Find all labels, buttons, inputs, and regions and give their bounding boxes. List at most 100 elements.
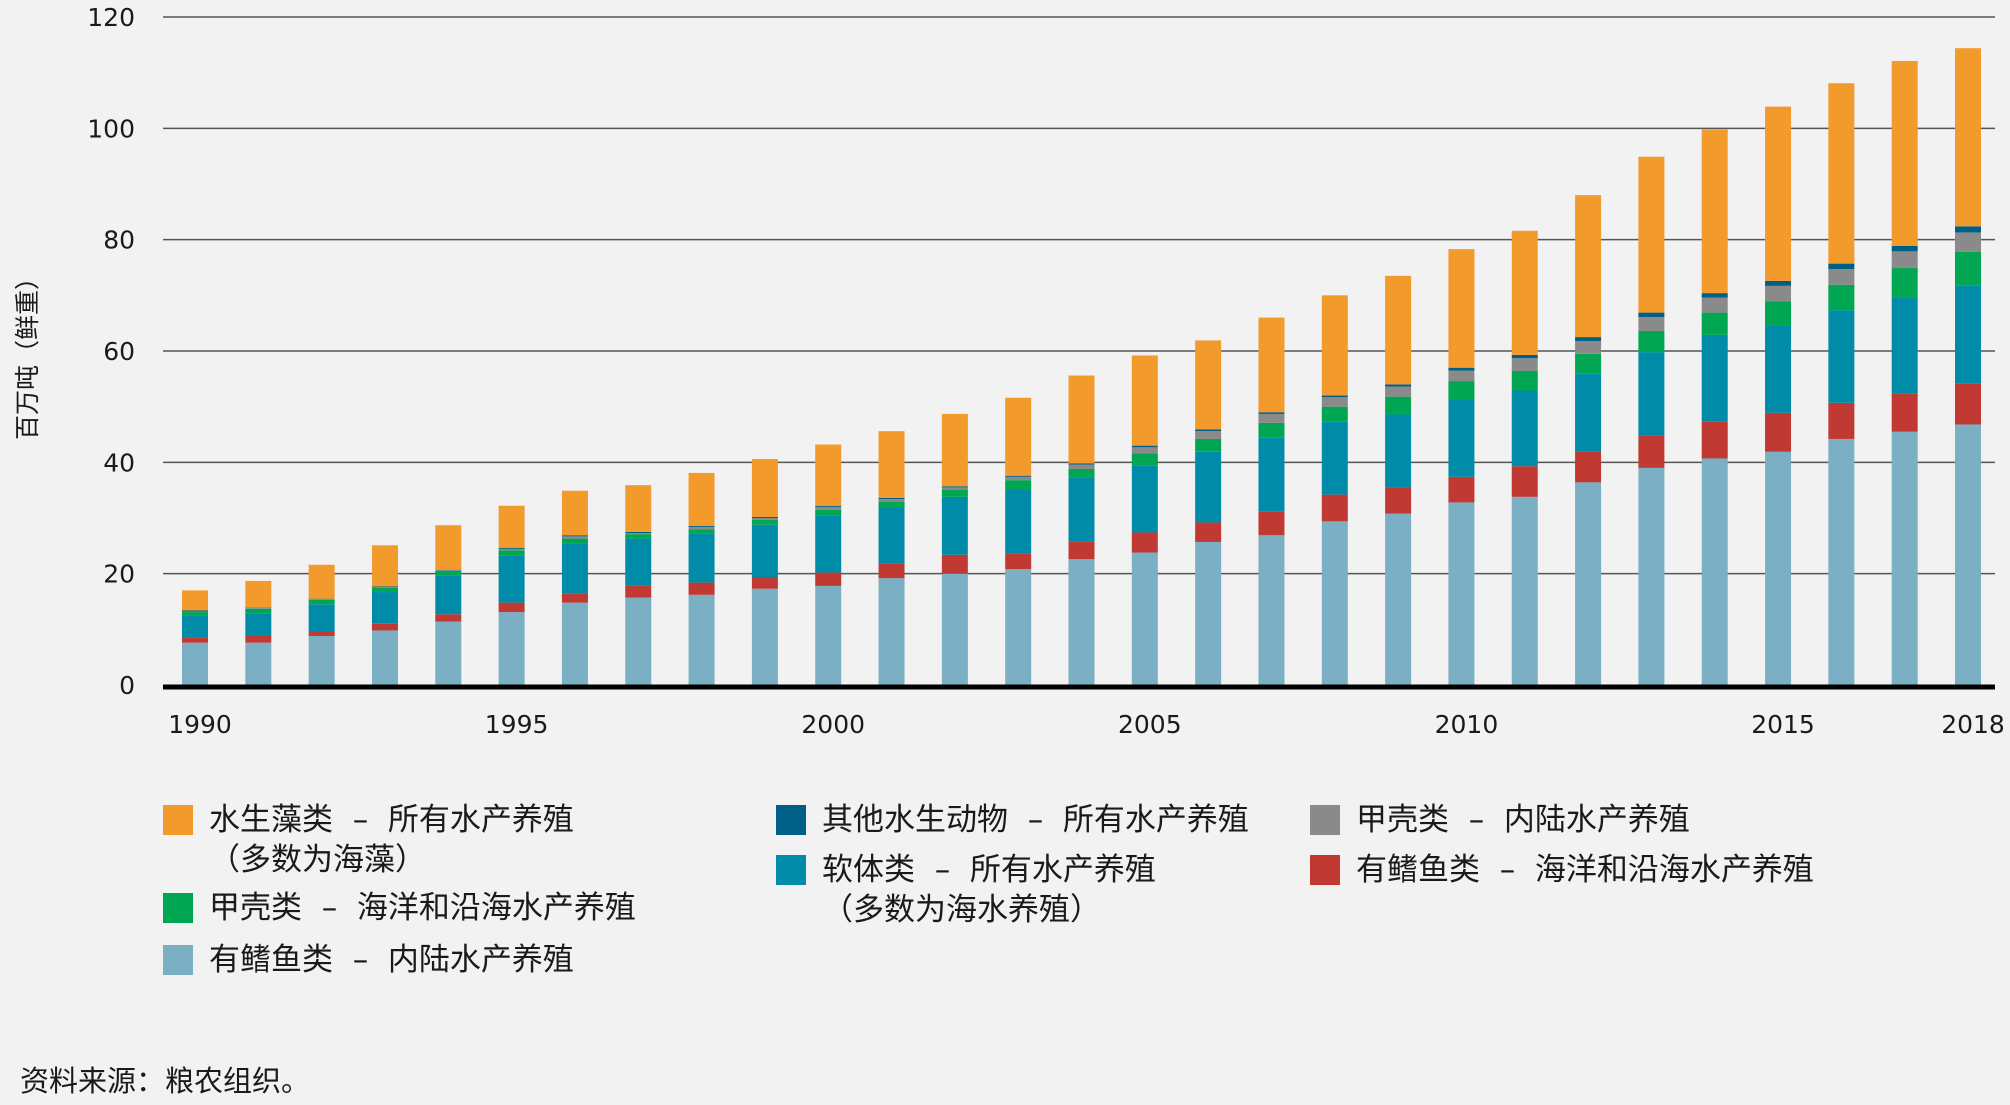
bar-segment: [688, 582, 715, 595]
x-tick-label: 2010: [1435, 710, 1499, 739]
y-tick-label: 20: [103, 560, 135, 589]
bar-segment: [308, 564, 335, 599]
bar-segment: [625, 538, 652, 586]
bar-segment: [688, 529, 715, 534]
bar-segment: [182, 611, 208, 613]
bar-segment: [1448, 381, 1475, 400]
bar-segment: [1575, 373, 1602, 452]
bar-segment: [1955, 226, 1981, 233]
bar-segment: [625, 531, 652, 534]
bar-stack-1998: [688, 472, 715, 685]
bar-segment: [1005, 569, 1032, 685]
bar-segment: [941, 487, 968, 490]
bar-stack-1992: [308, 564, 335, 685]
bar-segment: [1891, 245, 1918, 252]
x-tick-label: 2015: [1751, 710, 1815, 739]
bar-segment: [371, 586, 398, 588]
legend-label: 甲壳类 – 海洋和沿海水产养殖: [209, 890, 636, 926]
bar-segment: [751, 524, 778, 578]
bar-stack-1993: [371, 545, 398, 685]
bar-segment: [561, 593, 588, 603]
bar-segment: [1701, 334, 1728, 422]
bar-segment: [561, 535, 588, 537]
bar-segment: [941, 486, 968, 488]
bar-segment: [1828, 263, 1855, 270]
bar-segment: [1005, 475, 1032, 477]
bar-segment: [1828, 402, 1855, 439]
bar-segment: [1385, 386, 1412, 397]
bar-segment: [625, 597, 652, 685]
bar-segment: [1068, 375, 1095, 464]
bar-segment: [1765, 412, 1792, 452]
bar-segment: [941, 489, 968, 497]
bar-segment: [815, 585, 842, 685]
bar-segment: [1511, 371, 1538, 391]
bar-segment: [1131, 447, 1158, 454]
bar-segment: [1765, 451, 1792, 685]
legend-label: 有鳍鱼类 – 内陆水产养殖: [209, 942, 574, 978]
x-tick-labels: 1990 1995 2000 2005 2010 2015 2018: [168, 710, 2005, 739]
bar-segment: [1638, 156, 1665, 313]
bar-segment: [1195, 541, 1222, 685]
bar-segment: [1765, 106, 1792, 281]
bar-stack-2017: [1891, 60, 1918, 685]
legend-item-other-animals: 其他水生动物 – 所有水产养殖: [776, 800, 1249, 840]
bar-segment: [1765, 301, 1792, 326]
y-tick-labels: 0 20 40 60 80 100 120: [87, 3, 135, 700]
bar-stack-2010: [1448, 249, 1475, 685]
bar-segment: [1385, 384, 1412, 387]
bar-segment: [625, 585, 652, 598]
bar-segment: [1828, 284, 1855, 311]
bar-segment: [1131, 532, 1158, 553]
bar-segment: [1005, 397, 1032, 476]
bar-segment: [1195, 522, 1222, 542]
bar-segment: [878, 563, 905, 579]
bar-segment: [815, 506, 842, 510]
bar-segment: [751, 516, 778, 518]
bar-segment: [1385, 275, 1412, 385]
bar-segment: [1068, 464, 1095, 470]
bar-stack-2003: [1005, 397, 1032, 685]
bar-segment: [1068, 477, 1095, 542]
bar-stack-2004: [1068, 375, 1095, 685]
bar-segment: [308, 599, 335, 605]
bar-segment: [751, 458, 778, 517]
bar-segment: [878, 507, 905, 564]
y-tick-label: 0: [119, 671, 135, 700]
bar-segment: [751, 588, 778, 685]
bar-segment: [1321, 521, 1348, 685]
bar-segment: [688, 525, 715, 527]
bar-segment: [1955, 383, 1981, 425]
bar-segment: [1955, 285, 1981, 384]
bar-segment: [1005, 480, 1032, 490]
bar-segment: [1258, 413, 1285, 423]
bar-segment: [625, 485, 652, 532]
bar-segment: [878, 499, 905, 502]
bar-segment: [561, 490, 588, 536]
bar-segment: [245, 607, 272, 609]
bar-segment: [1765, 285, 1792, 302]
bar-segment: [182, 610, 208, 612]
x-tick-label: 2000: [801, 710, 865, 739]
bar-segment: [625, 533, 652, 535]
bar-segment: [371, 592, 398, 624]
y-tick-label: 80: [103, 226, 135, 255]
bar-segment: [1511, 358, 1538, 372]
bar-segment: [1701, 458, 1728, 685]
bar-segment: [1828, 83, 1855, 264]
bar-segment: [941, 573, 968, 685]
bar-stack-2002: [941, 413, 968, 685]
y-axis-label: 百万吨（鲜重）: [13, 264, 42, 440]
bar-stack-1996: [561, 490, 588, 685]
bar-segment: [1955, 48, 1981, 227]
bar-segment: [308, 604, 335, 632]
bar-segment: [1638, 312, 1665, 318]
bar-segment: [941, 554, 968, 574]
bar-stack-2013: [1638, 156, 1665, 685]
x-tick-label: 2018: [1941, 710, 2005, 739]
bar-segment: [1385, 414, 1412, 488]
bar-segment: [308, 598, 335, 600]
bar-segment: [435, 525, 462, 570]
legend-swatch: [1310, 805, 1340, 835]
bar-segment: [245, 580, 272, 608]
